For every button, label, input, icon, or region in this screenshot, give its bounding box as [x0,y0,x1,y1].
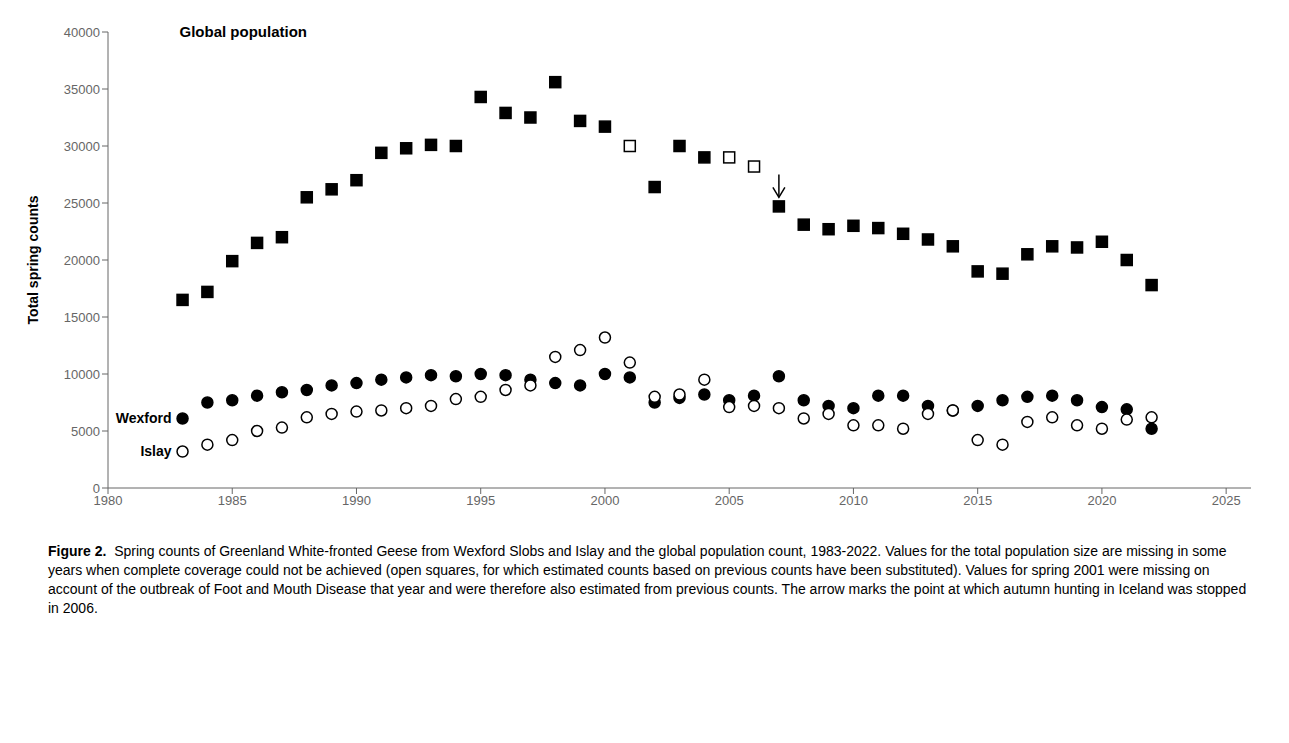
svg-text:10000: 10000 [64,367,100,382]
svg-text:30000: 30000 [64,139,100,154]
svg-text:25000: 25000 [64,196,100,211]
svg-text:1990: 1990 [342,493,371,508]
svg-text:0: 0 [93,481,100,496]
svg-text:1985: 1985 [218,493,247,508]
svg-text:Islay: Islay [140,443,171,459]
svg-text:40000: 40000 [64,25,100,40]
svg-text:20000: 20000 [64,253,100,268]
svg-text:2020: 2020 [1087,493,1116,508]
html-text:Figure 2. Spring counts of Gre: Figure 2. Spring counts of Greenland Whi… [48,543,1251,616]
svg-text:1995: 1995 [466,493,495,508]
svg-text:15000: 15000 [64,310,100,325]
svg-text:1980: 1980 [93,493,123,509]
svg-text:Total spring counts: Total spring counts [25,195,41,324]
svg-text:2015: 2015 [963,493,992,508]
svg-text:Global population: Global population [180,23,307,40]
svg-text:35000: 35000 [64,82,100,97]
svg-text:2000: 2000 [590,493,619,508]
svg-text:2005: 2005 [715,493,744,508]
svg-text:Wexford: Wexford [116,410,172,426]
svg-text:5000: 5000 [71,424,100,439]
svg-text:2010: 2010 [839,493,868,508]
svg-text:2025: 2025 [1212,493,1241,508]
